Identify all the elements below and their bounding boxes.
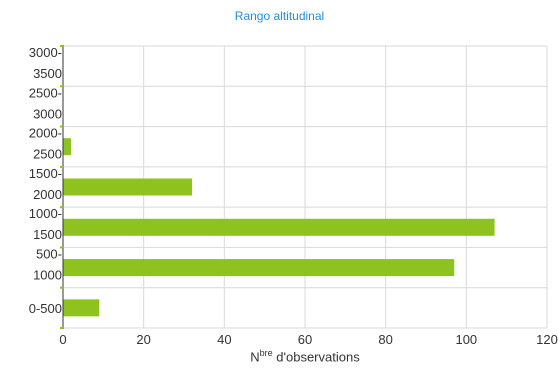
x-tick-label: 0: [59, 332, 66, 347]
y-tick-label: 500-1000: [33, 246, 62, 282]
y-tick-label: 3000-3500: [29, 45, 62, 81]
bar: [63, 178, 193, 196]
y-tick-label: 1500-2000: [29, 166, 62, 202]
y-tick-label: 0-500: [29, 301, 62, 316]
x-tick-label: 40: [217, 332, 231, 347]
bar: [63, 299, 100, 317]
y-tick-label: 2000-2500: [29, 126, 62, 162]
x-tick-label: 60: [298, 332, 312, 347]
x-tick-label: 80: [378, 332, 392, 347]
bar: [63, 138, 72, 156]
x-tick-label: 100: [455, 332, 477, 347]
bar: [63, 218, 495, 236]
x-axis-label-prefix: N: [250, 349, 260, 365]
x-tick-label: 120: [536, 332, 558, 347]
x-axis-label: Nbre d'observations: [63, 348, 547, 364]
x-axis-label-sup: bre: [259, 348, 273, 358]
y-tick-label: 1000-1500: [29, 206, 62, 242]
y-tick-label: 2500-3000: [29, 85, 62, 121]
chart-title: Rango altitudinal: [234, 9, 325, 23]
bar: [63, 259, 455, 277]
x-tick-label: 20: [136, 332, 150, 347]
x-axis-label-suffix: d'observations: [272, 349, 360, 365]
